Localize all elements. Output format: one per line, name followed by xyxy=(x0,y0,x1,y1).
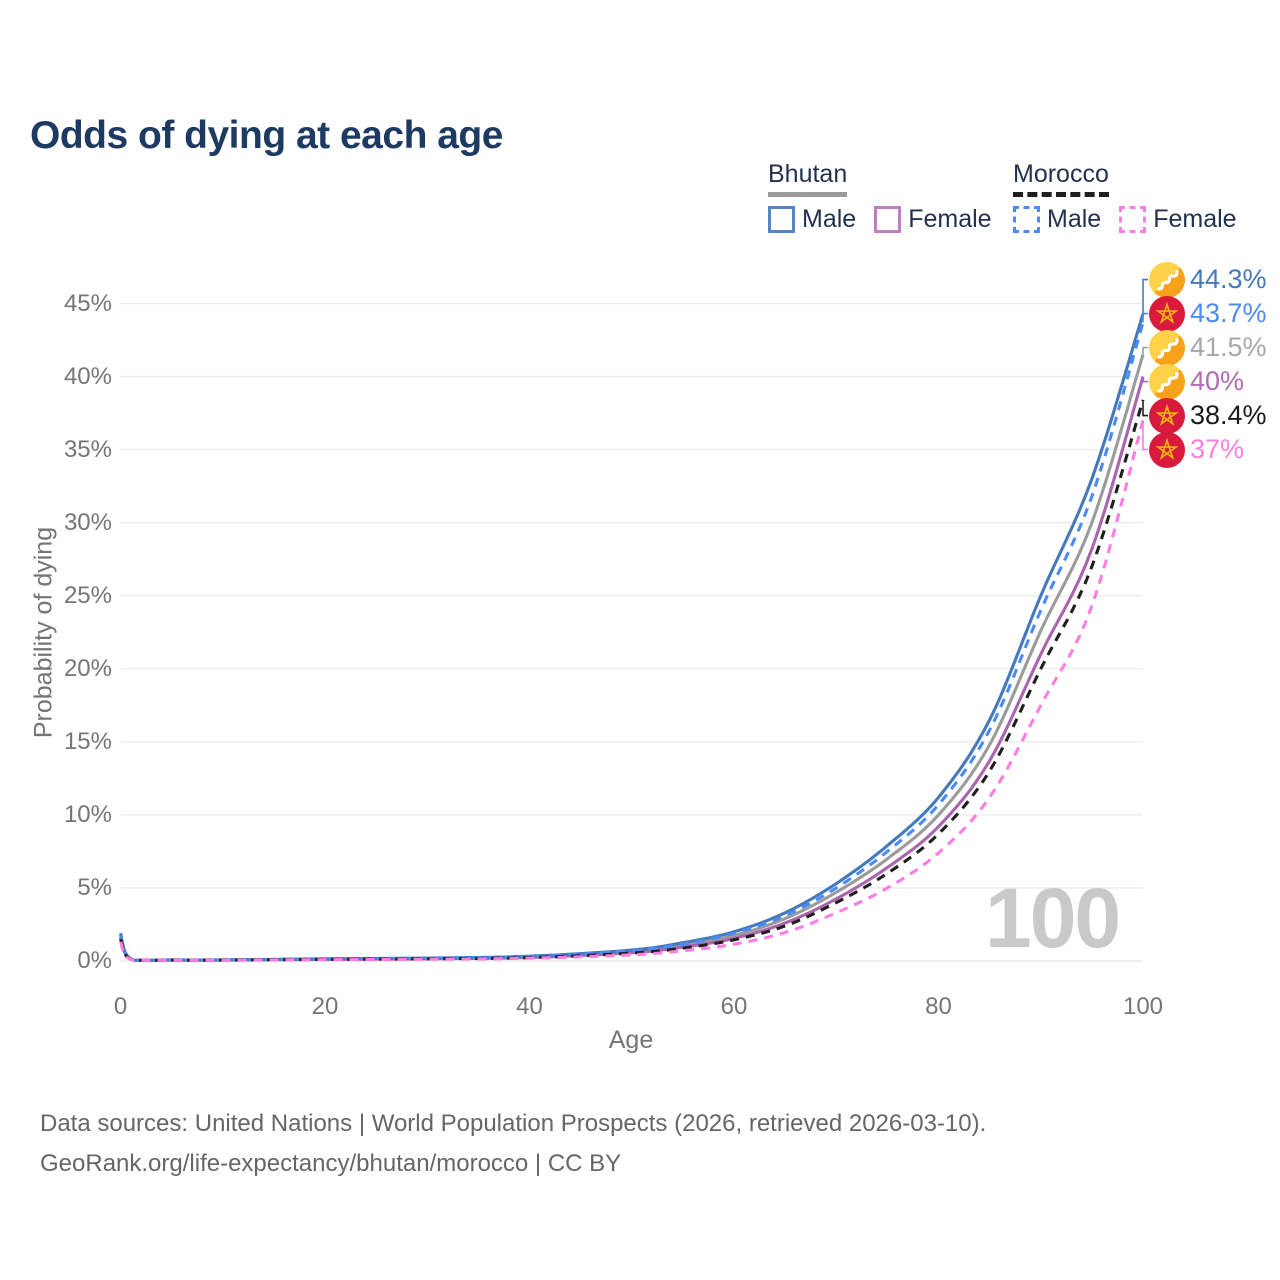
bhutan-female-swatch-icon xyxy=(874,205,902,233)
series-line-morocco-female[interactable] xyxy=(119,420,1145,962)
end-label-bhutan: 41.5% xyxy=(1149,329,1267,366)
series-line-bhutan-male[interactable] xyxy=(119,313,1145,962)
legend-items-bhutan: Male Female xyxy=(768,205,992,234)
y-tick-label: 15% xyxy=(63,727,112,755)
legend: Bhutan Male Female Morocco Male xyxy=(768,160,1248,244)
legend-item-morocco-female[interactable]: Female xyxy=(1119,204,1237,234)
end-label-morocco: 38.4% xyxy=(1149,397,1267,434)
x-tick-label: 0 xyxy=(113,993,128,1020)
y-tick-label: 5% xyxy=(77,873,112,901)
y-tick-label: 20% xyxy=(63,654,112,682)
legend-item-label: Female xyxy=(1153,204,1237,233)
end-label-connector xyxy=(1142,376,1148,383)
legend-items-morocco: Male Female xyxy=(1013,205,1237,234)
end-label-value: 40% xyxy=(1190,366,1245,397)
end-label-value: 38.4% xyxy=(1190,400,1267,431)
legend-item-label: Male xyxy=(1047,204,1102,233)
end-label-value: 43.7% xyxy=(1190,298,1267,329)
x-tick-label: 100 xyxy=(1122,993,1164,1020)
end-label-bhutan-female: 40% xyxy=(1149,363,1245,400)
y-tick-label: 25% xyxy=(63,581,112,609)
y-tick-label: 0% xyxy=(77,947,112,974)
y-tick-label: 10% xyxy=(63,800,112,828)
end-label-value: 37% xyxy=(1190,434,1245,465)
y-tick-label: 35% xyxy=(63,435,112,463)
source-note: Data sources: United Nations | World Pop… xyxy=(40,1104,986,1185)
x-tick-label: 80 xyxy=(925,993,952,1020)
morocco-male-swatch-icon xyxy=(1013,205,1040,233)
end-label-bhutan-male: 44.3% xyxy=(1149,261,1267,298)
legend-group-morocco: Morocco Male Female xyxy=(1013,160,1237,234)
x-axis-title: Age xyxy=(608,1026,654,1054)
legend-item-bhutan-male[interactable]: Male xyxy=(768,205,856,234)
y-tick-label: 40% xyxy=(63,362,112,390)
bhutan-male-swatch-icon xyxy=(768,205,795,233)
end-label-morocco-female: 37% xyxy=(1149,431,1245,468)
bhutan-flag-icon xyxy=(1149,363,1185,400)
y-tick-label: 45% xyxy=(63,289,112,317)
morocco-flag-icon xyxy=(1149,431,1185,468)
morocco-flag-icon xyxy=(1149,295,1185,332)
legend-group-title-morocco: Morocco xyxy=(1013,160,1109,197)
y-tick-label: 30% xyxy=(63,508,112,536)
end-label-connector xyxy=(1142,420,1148,451)
bhutan-flag-icon xyxy=(1149,329,1185,366)
end-label-connector xyxy=(1142,278,1148,314)
end-label-morocco-male: 43.7% xyxy=(1149,295,1267,332)
y-axis-title: Probability of dying xyxy=(29,526,58,739)
legend-item-morocco-male[interactable]: Male xyxy=(1013,205,1101,234)
morocco-flag-icon xyxy=(1149,397,1185,434)
morocco-female-swatch-icon xyxy=(1119,205,1147,233)
source-line-2: GeoRank.org/life-expectancy/bhutan/moroc… xyxy=(40,1150,622,1178)
end-label-connector xyxy=(1142,346,1148,355)
page-title: Odds of dying at each age xyxy=(30,114,503,158)
end-label-connector xyxy=(1142,399,1148,417)
end-label-connector xyxy=(1142,312,1148,323)
legend-group-title-bhutan: Bhutan xyxy=(768,160,848,197)
x-tick-label: 40 xyxy=(516,993,543,1020)
source-line-1: Data sources: United Nations | World Pop… xyxy=(40,1110,987,1137)
legend-group-bhutan: Bhutan Male Female xyxy=(768,160,992,234)
series-line-morocco-male[interactable] xyxy=(119,322,1145,962)
age-watermark: 100 xyxy=(985,871,1121,965)
legend-item-bhutan-female[interactable]: Female xyxy=(874,204,992,234)
end-label-value: 44.3% xyxy=(1190,264,1267,295)
x-tick-label: 20 xyxy=(311,993,339,1020)
x-tick-label: 60 xyxy=(720,993,748,1020)
end-label-value: 41.5% xyxy=(1190,332,1267,363)
legend-item-label: Male xyxy=(802,204,857,233)
legend-item-label: Female xyxy=(908,204,992,233)
bhutan-flag-icon xyxy=(1149,261,1185,298)
